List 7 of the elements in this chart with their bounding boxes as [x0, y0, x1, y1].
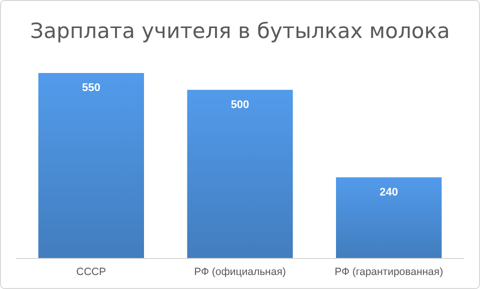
chart-title: Зарплата учителя в бутылках молока — [30, 19, 450, 43]
x-tick-label: СССР — [76, 266, 106, 278]
data-label: 550 — [82, 82, 100, 94]
x-tick-label: РФ (официальная) — [194, 266, 286, 278]
data-label: 500 — [230, 98, 250, 111]
data-label: 240 — [380, 186, 398, 198]
x-tick-label: РФ (гарантированная) — [334, 266, 444, 278]
